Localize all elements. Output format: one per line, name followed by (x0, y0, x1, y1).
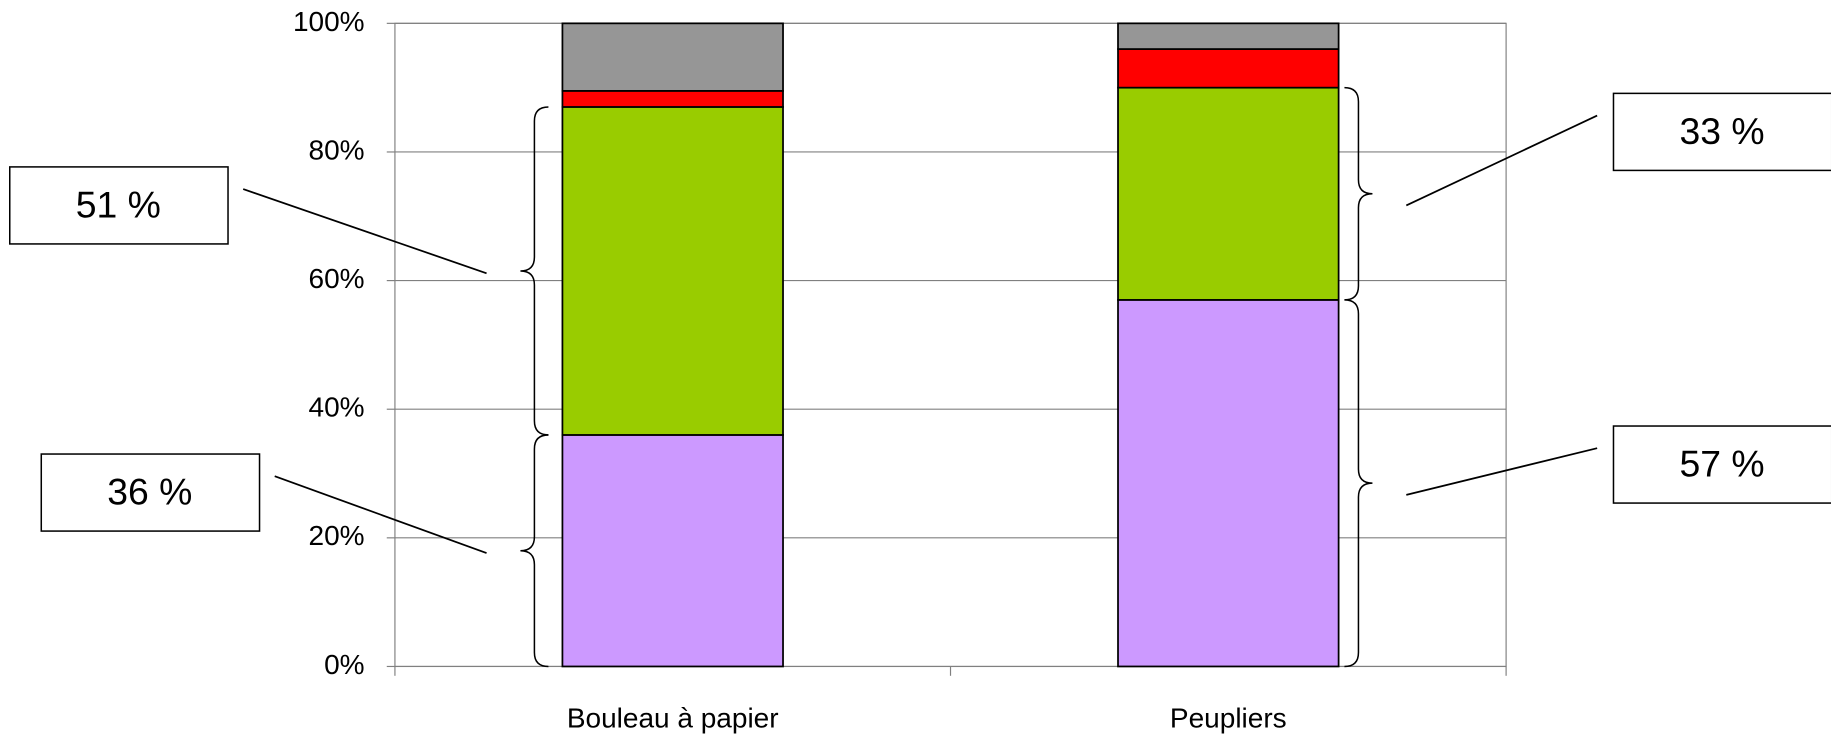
bar-segment (1117, 86, 1340, 301)
annotation-box (1612, 92, 1831, 172)
brace (520, 434, 549, 668)
x-tick-label: Peupliers (1170, 703, 1287, 734)
annotation-box (1612, 425, 1831, 504)
y-tick-label: 100% (293, 6, 365, 37)
brace (1344, 299, 1373, 668)
annotation-box (8, 166, 229, 245)
bar-segment (561, 106, 784, 436)
y-tick-label: 20% (309, 520, 365, 551)
annotation-box (40, 453, 261, 532)
y-tick-label: 40% (309, 392, 365, 423)
bar-segment (561, 434, 784, 668)
annotation-label: 51 % (76, 184, 161, 226)
leader-line (274, 475, 487, 554)
annotation-label: 36 % (107, 471, 192, 513)
x-tick-label: Bouleau à papier (567, 703, 779, 734)
y-tick-label: 0% (324, 649, 364, 680)
bar-segment (1117, 22, 1340, 50)
bar-segment (561, 22, 784, 92)
annotation-label: 33 % (1679, 110, 1764, 152)
brace (1344, 86, 1373, 301)
bar-segment (561, 89, 784, 108)
y-tick-label: 80% (309, 134, 365, 165)
leader-line (1406, 447, 1598, 496)
brace (520, 106, 549, 436)
leader-line (242, 188, 487, 275)
bar-segment (1117, 48, 1340, 89)
annotation-label: 57 % (1679, 443, 1764, 485)
bar-segment (1117, 299, 1340, 668)
leader-line (1405, 114, 1598, 207)
y-tick-label: 60% (309, 263, 365, 294)
